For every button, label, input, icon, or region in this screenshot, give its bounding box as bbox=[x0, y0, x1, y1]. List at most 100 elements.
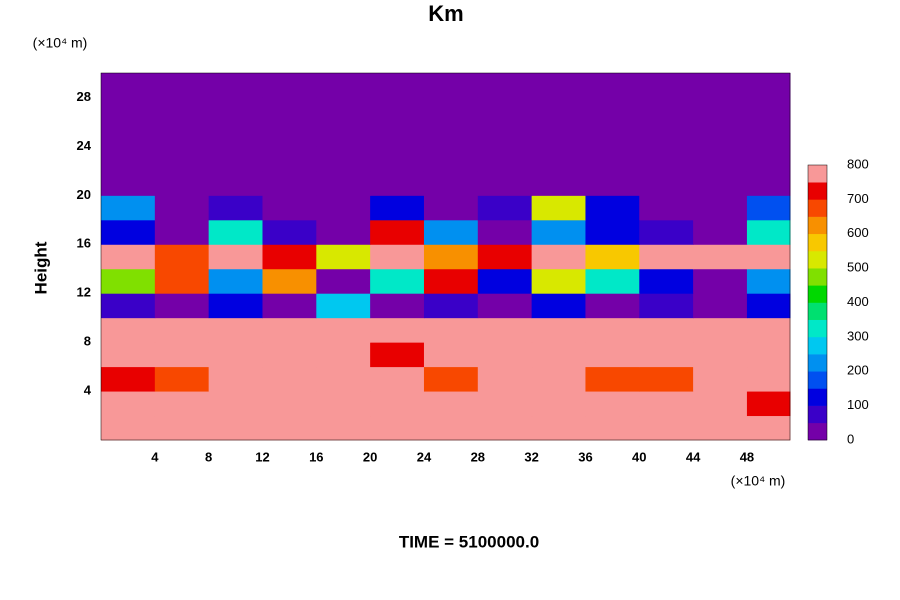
heat-cell bbox=[693, 195, 748, 221]
heat-cell bbox=[316, 366, 371, 392]
heat-cell bbox=[477, 268, 533, 294]
footer: TIME = 5100000.0 bbox=[399, 532, 539, 551]
heat-cell bbox=[477, 317, 533, 343]
heat-cell bbox=[693, 219, 748, 245]
x-tick-label: 24 bbox=[417, 449, 432, 464]
heat-cell bbox=[101, 73, 156, 98]
heat-cell bbox=[531, 317, 586, 343]
colorbar-tick-label: 500 bbox=[847, 260, 869, 275]
heat-cell bbox=[370, 415, 425, 441]
heat-cell bbox=[316, 317, 371, 343]
colorbar-swatch bbox=[808, 354, 827, 372]
heat-cell bbox=[423, 268, 479, 294]
colorbar-swatch bbox=[808, 268, 827, 286]
y-tick-label: 28 bbox=[77, 89, 91, 104]
heat-cell bbox=[423, 317, 479, 343]
heat-cell bbox=[693, 146, 748, 172]
colorbar-swatch bbox=[808, 250, 827, 269]
heat-cell bbox=[477, 121, 533, 147]
heat-cell bbox=[639, 293, 694, 319]
heat-cell bbox=[370, 244, 425, 270]
colorbar-tick-label: 0 bbox=[847, 431, 854, 446]
heat-cell bbox=[531, 342, 586, 368]
colorbar-tick-label: 300 bbox=[847, 328, 869, 343]
chart-title: Km bbox=[428, 1, 463, 26]
colorbar-tick-label: 600 bbox=[847, 225, 869, 240]
y-unit: (×10⁴ m) bbox=[33, 35, 88, 51]
heat-cell bbox=[208, 195, 263, 221]
heat-cell bbox=[585, 121, 640, 147]
heat-cell bbox=[370, 293, 425, 319]
heat-cell bbox=[370, 391, 425, 417]
heat-cell bbox=[154, 146, 210, 172]
x-tick-label: 20 bbox=[363, 449, 377, 464]
heat-cell bbox=[316, 342, 371, 368]
heat-cell bbox=[746, 415, 791, 441]
heat-cell bbox=[639, 342, 694, 368]
heat-cell bbox=[585, 146, 640, 172]
colorbar-frame bbox=[807, 164, 828, 441]
heat-cell bbox=[154, 170, 210, 196]
x-tick-label: 12 bbox=[255, 449, 269, 464]
heat-cell bbox=[531, 268, 586, 294]
heat-cell bbox=[693, 97, 748, 123]
x-axis-label: (×10⁴ m) bbox=[731, 473, 786, 489]
heat-cell bbox=[262, 293, 317, 319]
heat-cell bbox=[531, 219, 586, 245]
heat-cell bbox=[746, 121, 791, 147]
heat-cell bbox=[531, 293, 586, 319]
heat-cell bbox=[316, 391, 371, 417]
heat-cell bbox=[585, 293, 640, 319]
heat-cell bbox=[531, 170, 586, 196]
colorbar-swatch bbox=[808, 405, 827, 424]
heat-cell bbox=[693, 73, 748, 98]
heat-cell bbox=[639, 73, 694, 98]
heat-cell bbox=[693, 366, 748, 392]
y-tick-label: 16 bbox=[77, 236, 91, 251]
heat-cell bbox=[208, 317, 263, 343]
heat-cell bbox=[585, 391, 640, 417]
heat-cell bbox=[477, 97, 533, 123]
heat-cell bbox=[531, 73, 586, 98]
y-tick-label: 8 bbox=[84, 334, 91, 349]
x-tick-label: 32 bbox=[524, 449, 538, 464]
heat-cell bbox=[262, 97, 317, 123]
heat-cell bbox=[746, 366, 791, 392]
heat-cell bbox=[746, 293, 791, 319]
heat-cell bbox=[316, 73, 371, 98]
heat-cell bbox=[585, 415, 640, 441]
heat-cell bbox=[531, 391, 586, 417]
heat-cell bbox=[639, 317, 694, 343]
heat-cell bbox=[477, 146, 533, 172]
heat-cell bbox=[477, 342, 533, 368]
heat-cell bbox=[154, 73, 210, 98]
heat-cell bbox=[208, 244, 263, 270]
heat-cell bbox=[101, 415, 156, 441]
heat-cell bbox=[477, 195, 533, 221]
heat-cell bbox=[370, 366, 425, 392]
heat-cell bbox=[316, 146, 371, 172]
heat-cell bbox=[262, 244, 317, 270]
heat-cell bbox=[101, 342, 156, 368]
heat-cell bbox=[746, 97, 791, 123]
heat-cell bbox=[262, 195, 317, 221]
heat-cell bbox=[585, 244, 640, 270]
heat-cell bbox=[639, 268, 694, 294]
heat-cell bbox=[316, 244, 371, 270]
heat-cell bbox=[370, 342, 425, 368]
heat-cell bbox=[208, 415, 263, 441]
heat-cell bbox=[101, 97, 156, 123]
heat-cell bbox=[423, 73, 479, 98]
heat-cell bbox=[477, 219, 533, 245]
heat-cell bbox=[370, 195, 425, 221]
heat-cell bbox=[208, 391, 263, 417]
heat-cell bbox=[585, 342, 640, 368]
heat-cell bbox=[154, 366, 210, 392]
heat-cell bbox=[208, 170, 263, 196]
heat-cell bbox=[262, 415, 317, 441]
heat-cell bbox=[746, 146, 791, 172]
heat-cell bbox=[423, 293, 479, 319]
heat-cell bbox=[693, 244, 748, 270]
heat-cell bbox=[370, 170, 425, 196]
heat-cell bbox=[262, 170, 317, 196]
